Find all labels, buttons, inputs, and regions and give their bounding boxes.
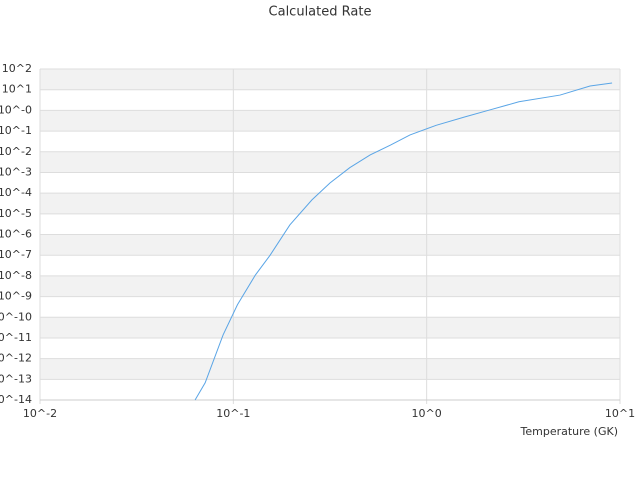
band bbox=[40, 69, 620, 90]
x-axis-title: Temperature (GK) bbox=[520, 425, 619, 438]
band bbox=[40, 151, 620, 173]
band bbox=[40, 317, 620, 338]
y-tick-label: 10^-7 bbox=[0, 248, 32, 261]
y-tick-label: 10^-5 bbox=[0, 207, 32, 220]
line-series bbox=[194, 82, 613, 401]
x-tick-label: 10^1 bbox=[605, 407, 635, 420]
y-tick-label: 10^-11 bbox=[0, 331, 32, 344]
y-tick-label: 10^1 bbox=[2, 83, 32, 96]
y-tick-label: 10^-1 bbox=[0, 124, 32, 137]
band bbox=[40, 110, 620, 132]
y-tick-label: 10^-4 bbox=[0, 186, 32, 199]
band bbox=[40, 234, 620, 256]
y-tick-label: 10^-14 bbox=[0, 393, 32, 406]
x-tick-label: 10^-1 bbox=[216, 407, 250, 420]
band bbox=[40, 193, 620, 214]
y-tick-label: 10^-13 bbox=[0, 372, 32, 385]
y-tick-label: 10^-3 bbox=[0, 165, 32, 178]
chart-title: Calculated Rate bbox=[269, 5, 372, 20]
x-tick-label: 10^0 bbox=[412, 407, 442, 420]
y-tick-label: 10^-2 bbox=[0, 145, 32, 158]
y-tick-label: 10^-9 bbox=[0, 290, 32, 303]
y-tick-label: 10^-10 bbox=[0, 310, 32, 323]
y-tick-label: 10^-6 bbox=[0, 228, 32, 241]
y-tick-label: 10^2 bbox=[2, 62, 32, 75]
y-tick-label: 10^-8 bbox=[0, 269, 32, 282]
x-tick-label: 10^-2 bbox=[23, 407, 57, 420]
y-tick-label: 10^-12 bbox=[0, 352, 32, 365]
band bbox=[40, 275, 620, 297]
band bbox=[40, 358, 620, 380]
y-tick-label: 10^-0 bbox=[0, 103, 32, 116]
